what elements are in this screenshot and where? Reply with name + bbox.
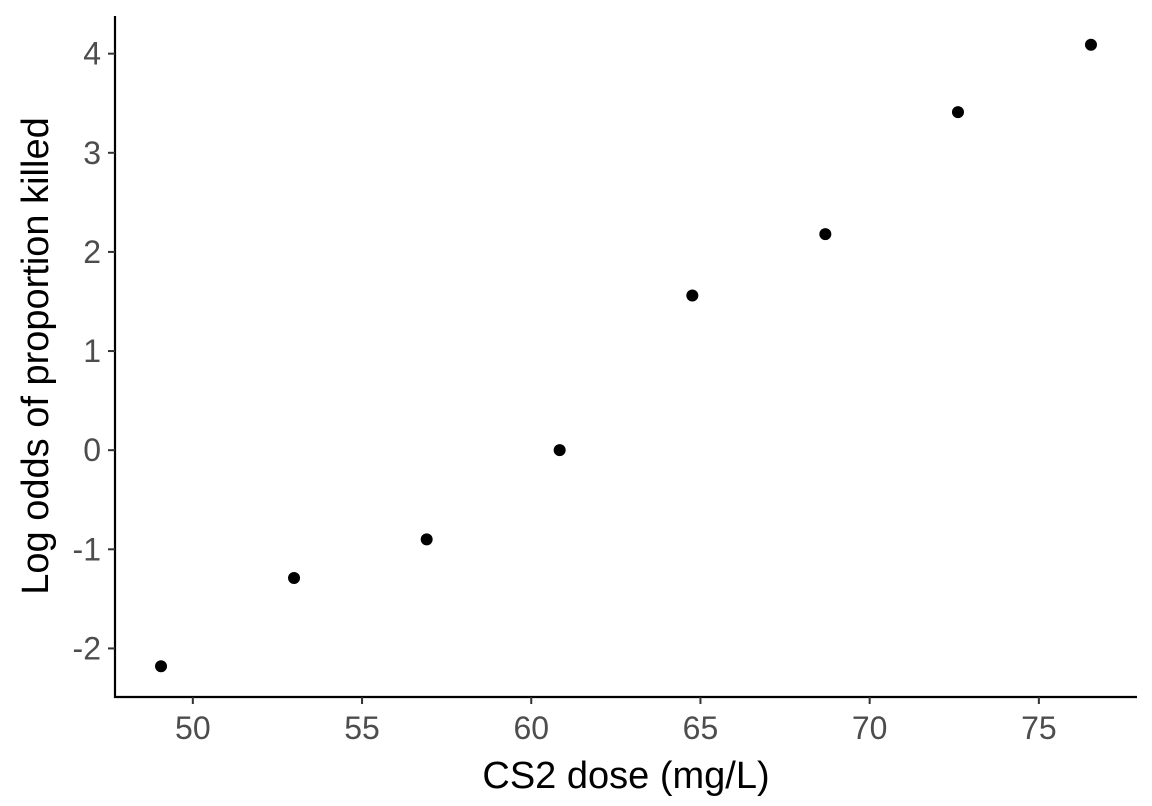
x-tick-label: 50 (175, 710, 211, 746)
data-point (686, 289, 699, 302)
x-ticks: 50 55 60 65 70 75 (175, 697, 1057, 746)
points-layer (155, 38, 1097, 673)
y-ticks: -2 -1 0 1 2 3 4 (73, 36, 115, 666)
y-tick-label: -1 (73, 531, 101, 567)
x-tick-label: 55 (344, 710, 380, 746)
y-tick-label: 2 (83, 234, 101, 270)
x-axis-title: CS2 dose (mg/L) (482, 755, 769, 797)
data-point (1084, 38, 1097, 51)
y-tick-label: 3 (83, 135, 101, 171)
y-tick-label: -2 (73, 630, 101, 666)
y-tick-label: 4 (83, 36, 101, 72)
data-point (819, 228, 832, 241)
x-tick-label: 75 (1021, 710, 1057, 746)
data-point (951, 106, 964, 119)
data-point (155, 660, 168, 673)
x-tick-label: 60 (513, 710, 549, 746)
y-axis-title: Log odds of proportion killed (15, 117, 57, 594)
x-tick-label: 65 (683, 710, 719, 746)
data-point (420, 533, 433, 546)
y-tick-label: 1 (83, 333, 101, 369)
data-point (288, 572, 301, 585)
y-tick-label: 0 (83, 432, 101, 468)
x-tick-label: 70 (852, 710, 888, 746)
data-point (553, 444, 566, 457)
